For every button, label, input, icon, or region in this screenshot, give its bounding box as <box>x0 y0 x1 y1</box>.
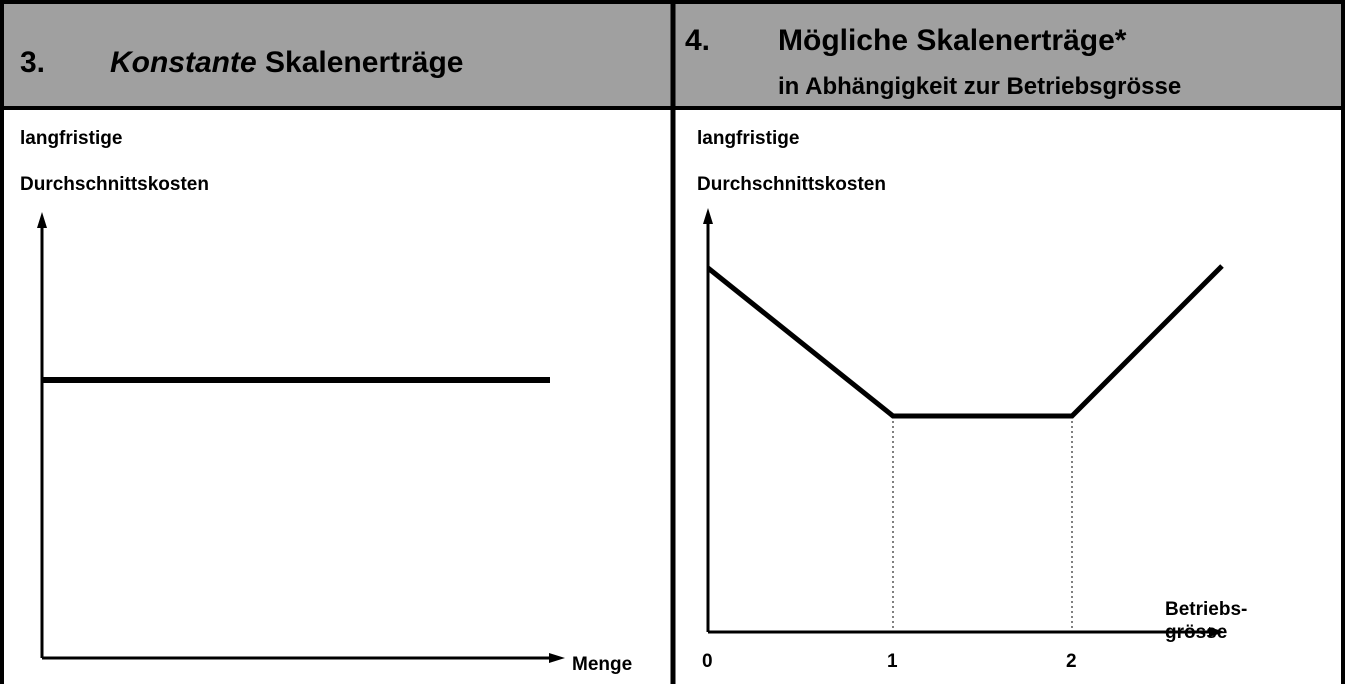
x-label: Menge <box>572 654 632 675</box>
cost-curve <box>706 264 1224 419</box>
y-label: Durchschnittskosten <box>697 174 886 195</box>
arrow <box>549 653 565 663</box>
x-label: Betriebs- <box>1165 599 1247 620</box>
y-label: langfristige <box>697 128 799 149</box>
x-tick-label: 0 <box>702 651 713 672</box>
arrow <box>1209 627 1225 637</box>
title-emphasis: Konstante <box>110 46 257 79</box>
x-tick-label: 1 <box>887 651 898 672</box>
arrow <box>37 212 47 228</box>
x-label: grösse <box>1165 622 1227 643</box>
y-label: langfristige <box>20 128 122 149</box>
panel-number: 3. <box>20 46 45 79</box>
panel-subtitle: in Abhängigkeit zur Betriebsgrösse <box>778 73 1181 100</box>
panel-title: Mögliche Skalenerträge* <box>778 24 1127 57</box>
panel-number: 4. <box>685 24 710 57</box>
title-rest: Skalenerträge <box>265 46 463 79</box>
arrow <box>703 208 713 224</box>
panel-title: Konstante Skalenerträge <box>110 46 463 79</box>
x-tick-label: 2 <box>1066 651 1077 672</box>
y-label: Durchschnittskosten <box>20 174 209 195</box>
